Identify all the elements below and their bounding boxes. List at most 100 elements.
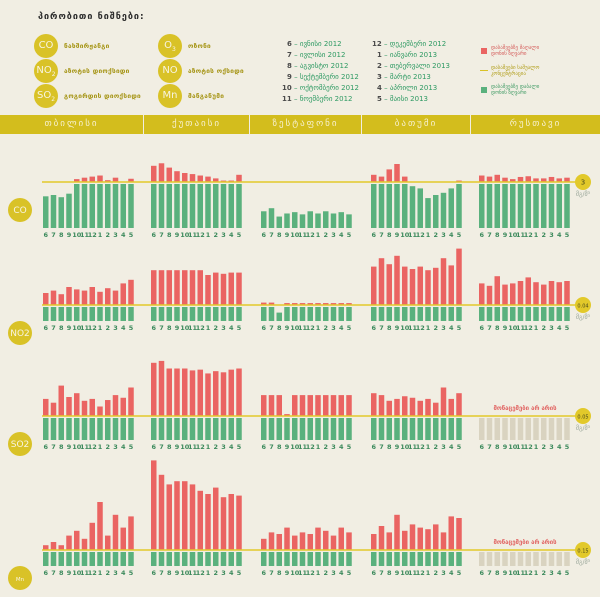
month-tick-label: 3	[549, 231, 554, 239]
bar-below-norm	[158, 418, 165, 440]
bar-below-norm	[261, 307, 267, 321]
no-data-bar	[494, 418, 500, 440]
month-tick-label: 1	[534, 231, 539, 239]
bar-above-norm	[378, 526, 385, 550]
month-tick-label: 6	[479, 324, 484, 332]
bar-below-norm	[112, 184, 119, 228]
month-tick-label: 3	[549, 443, 554, 451]
bar-above-norm	[494, 174, 500, 182]
bar-below-norm	[307, 211, 313, 228]
month-tick-label: 6	[43, 231, 48, 239]
bar-below-norm	[166, 418, 172, 440]
no2-label: აზოტის დიოქსიდი	[64, 67, 130, 75]
month-tick-label: 6	[261, 324, 266, 332]
bar-below-norm	[371, 418, 377, 440]
bar-above-norm	[182, 368, 188, 416]
bar-below-norm	[425, 198, 431, 228]
bar-below-norm	[456, 552, 462, 566]
bar-above-norm	[371, 174, 377, 182]
bar-below-norm	[456, 307, 462, 321]
bar-below-norm	[323, 307, 329, 321]
bar-below-norm	[74, 552, 80, 566]
bar-below-norm	[299, 418, 306, 440]
bar-below-norm	[299, 552, 306, 566]
bar-below-norm	[158, 307, 165, 321]
month-entry: 5 – მაისი 2013	[377, 95, 428, 103]
month-tick-label: 3	[221, 443, 226, 451]
bar-above-norm	[292, 303, 298, 305]
row-badge-co	[8, 198, 32, 222]
bar-below-norm	[120, 184, 126, 228]
month-tick-label: 12	[196, 569, 205, 577]
no-data-label: მონაცემები არ არის	[493, 405, 557, 412]
month-tick-label: 6	[479, 231, 484, 239]
bar-above-norm	[386, 532, 392, 550]
bar-above-norm	[346, 532, 352, 550]
bar-above-norm	[533, 282, 539, 305]
bar-above-norm	[58, 545, 64, 550]
month-tick-label: 2	[433, 569, 438, 577]
no2-badge: NO2	[34, 59, 58, 83]
no-data-bar	[494, 552, 500, 566]
month-tick-label: 7	[379, 324, 384, 332]
bar-below-norm	[494, 184, 500, 228]
bar-above-norm	[66, 397, 72, 416]
bar-below-norm	[425, 307, 431, 321]
bar-below-norm	[189, 552, 196, 566]
bar-above-norm	[433, 267, 439, 305]
bar-below-norm	[284, 552, 290, 566]
bar-above-norm	[315, 395, 321, 416]
month-tick-label: 1	[316, 324, 321, 332]
bar-above-norm	[158, 163, 165, 182]
bar-below-norm	[402, 552, 408, 566]
bar-above-norm	[378, 176, 385, 182]
no-data-bar	[525, 552, 531, 566]
no-data-bar	[502, 418, 508, 440]
bar-below-norm	[440, 418, 447, 440]
bar-above-norm	[166, 368, 172, 416]
month-tick-label: 11	[188, 324, 198, 332]
legend-title: პირობითი ნიშნები:	[38, 12, 145, 22]
month-tick-label: 10	[180, 231, 190, 239]
month-tick-label: 2	[213, 324, 218, 332]
bar-below-norm	[425, 552, 431, 566]
bar-below-norm	[433, 195, 439, 228]
bar-below-norm	[433, 552, 439, 566]
month-tick-label: 9	[285, 569, 290, 577]
bar-below-norm	[189, 307, 196, 321]
month-tick-label: 3	[331, 324, 336, 332]
bar-above-norm	[89, 398, 95, 416]
bar-above-norm	[50, 542, 57, 550]
bar-below-norm	[58, 307, 64, 321]
bar-below-norm	[330, 418, 337, 440]
norm-value-badge	[575, 297, 591, 313]
tab-divider	[249, 115, 250, 134]
month-tick-label: 2	[323, 443, 328, 451]
bar-below-norm	[378, 184, 385, 228]
month-tick-label: 12	[416, 324, 425, 332]
no-data-bar	[541, 552, 547, 566]
row-badge-mn	[8, 566, 32, 590]
month-tick-label: 2	[105, 231, 110, 239]
bar-below-norm	[284, 307, 290, 321]
no-data-bar	[486, 552, 493, 566]
month-tick-label: 11	[298, 569, 308, 577]
bar-above-norm	[338, 303, 344, 305]
month-tick-label: 2	[433, 324, 438, 332]
month-tick-label: 11	[408, 443, 418, 451]
month-tick-label: 2	[323, 231, 328, 239]
month-tick-label: 11	[80, 443, 90, 451]
bar-below-norm	[151, 552, 157, 566]
bar-below-norm	[205, 307, 211, 321]
city-tab-kutaisi: ქუთაისი	[171, 119, 222, 129]
month-tick-label: 10	[180, 324, 190, 332]
city-tab-tbilisi: თბილისი	[44, 119, 99, 129]
month-tick-label: 7	[269, 569, 274, 577]
month-tick-label: 1	[98, 443, 103, 451]
bar-below-norm	[105, 418, 111, 440]
bar-above-norm	[417, 527, 423, 550]
month-tick-label: 9	[175, 324, 180, 332]
bar-above-norm	[268, 532, 275, 550]
month-tick-label: 1	[316, 231, 321, 239]
month-tick-label: 5	[457, 231, 462, 239]
